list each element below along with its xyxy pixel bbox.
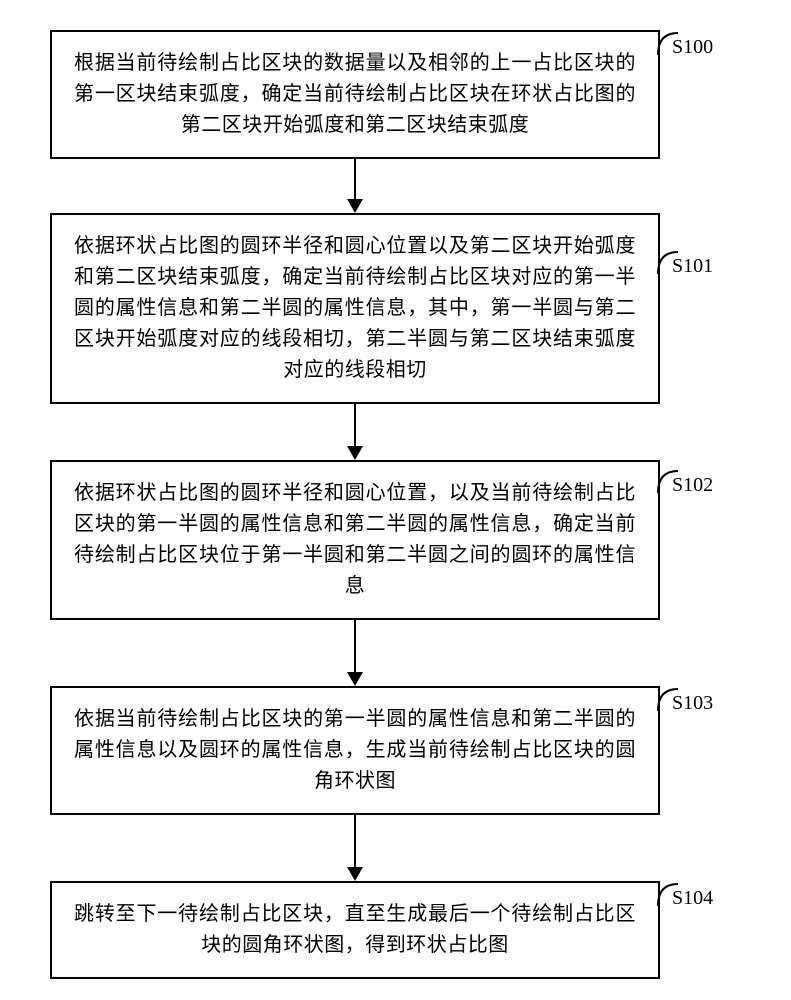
arrow-head-icon: [347, 199, 363, 213]
step-box: 跳转至下一待绘制占比区块，直至生成最后一个待绘制占比区块的圆角环状图，得到环状占…: [50, 881, 660, 979]
arrow-head-icon: [347, 446, 363, 460]
step-label: S100: [672, 36, 713, 59]
flow-step: 依据当前待绘制占比区块的第一半圆的属性信息和第二半圆的属性信息以及圆环的属性信息…: [50, 686, 741, 815]
flow-connector: [50, 159, 660, 213]
flow-step: 依据环状占比图的圆环半径和圆心位置，以及当前待绘制占比区块的第一半圆的属性信息和…: [50, 460, 741, 620]
step-text: 依据环状占比图的圆环半径和圆心位置，以及当前待绘制占比区块的第一半圆的属性信息和…: [74, 482, 636, 597]
flow-connector: [50, 815, 660, 881]
arrow-head-icon: [347, 867, 363, 881]
step-box: 依据当前待绘制占比区块的第一半圆的属性信息和第二半圆的属性信息以及圆环的属性信息…: [50, 686, 660, 815]
arrow-line: [354, 159, 356, 199]
flowchart-container: 根据当前待绘制占比区块的数据量以及相邻的上一占比区块的第一区块结束弧度，确定当前…: [50, 30, 741, 979]
arrow-head-icon: [347, 672, 363, 686]
flow-step: 根据当前待绘制占比区块的数据量以及相邻的上一占比区块的第一区块结束弧度，确定当前…: [50, 30, 741, 159]
flow-connector: [50, 404, 660, 460]
step-label: S101: [672, 255, 713, 278]
arrow-line: [354, 620, 356, 672]
flow-step: 依据环状占比图的圆环半径和圆心位置以及第二区块开始弧度和第二区块结束弧度，确定当…: [50, 213, 741, 404]
step-text: 依据环状占比图的圆环半径和圆心位置以及第二区块开始弧度和第二区块结束弧度，确定当…: [74, 235, 636, 381]
step-text: 跳转至下一待绘制占比区块，直至生成最后一个待绘制占比区块的圆角环状图，得到环状占…: [74, 903, 636, 956]
step-box: 依据环状占比图的圆环半径和圆心位置，以及当前待绘制占比区块的第一半圆的属性信息和…: [50, 460, 660, 620]
step-id: S100: [672, 36, 713, 58]
step-label: S102: [672, 474, 713, 497]
flow-connector: [50, 620, 660, 686]
step-text: 依据当前待绘制占比区块的第一半圆的属性信息和第二半圆的属性信息以及圆环的属性信息…: [74, 708, 636, 792]
step-label: S103: [672, 692, 713, 715]
step-label: S104: [672, 887, 713, 910]
arrow-line: [354, 404, 356, 446]
step-text: 根据当前待绘制占比区块的数据量以及相邻的上一占比区块的第一区块结束弧度，确定当前…: [74, 52, 636, 136]
step-box: 依据环状占比图的圆环半径和圆心位置以及第二区块开始弧度和第二区块结束弧度，确定当…: [50, 213, 660, 404]
arrow-line: [354, 815, 356, 867]
step-id: S101: [672, 255, 713, 277]
step-id: S102: [672, 474, 713, 496]
step-id: S103: [672, 692, 713, 714]
flow-step: 跳转至下一待绘制占比区块，直至生成最后一个待绘制占比区块的圆角环状图，得到环状占…: [50, 881, 741, 979]
step-id: S104: [672, 887, 713, 909]
step-box: 根据当前待绘制占比区块的数据量以及相邻的上一占比区块的第一区块结束弧度，确定当前…: [50, 30, 660, 159]
